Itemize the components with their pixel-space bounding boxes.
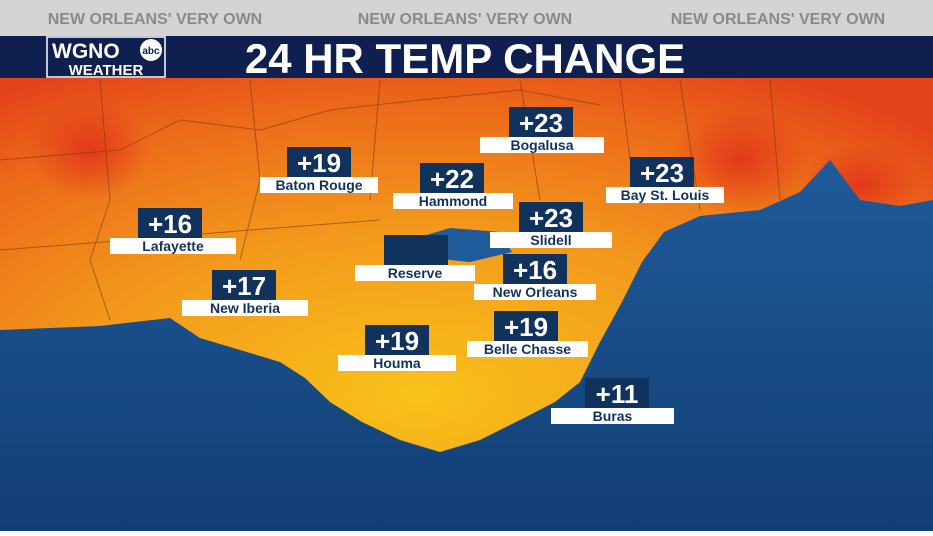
name-label <box>490 232 612 248</box>
tagline: NEW ORLEANS' VERY OWN <box>48 11 262 28</box>
temp-change: +23 <box>529 203 573 233</box>
temp-change: +16 <box>513 255 557 285</box>
value-box <box>585 378 649 408</box>
temp-change: +11 <box>596 379 639 409</box>
tagline: NEW ORLEANS' VERY OWN <box>671 11 885 28</box>
heat-spot <box>30 100 150 200</box>
station-name: Lafayette <box>142 238 204 254</box>
temp-change: +19 <box>375 326 419 356</box>
temp-change: +16 <box>148 209 192 239</box>
station-name: Bay St. Louis <box>621 187 710 203</box>
temp-change: +23 <box>519 108 563 138</box>
name-label <box>393 193 513 209</box>
name-label <box>606 187 724 203</box>
temp-change: +22 <box>430 164 474 194</box>
value-box <box>212 270 276 300</box>
value-box <box>630 157 694 187</box>
value-box <box>287 147 351 177</box>
name-label <box>338 355 456 371</box>
name-label <box>480 137 604 153</box>
station-name: Reserve <box>388 265 443 281</box>
temp-change: +19 <box>504 312 548 342</box>
logo-subtitle: WEATHER <box>69 62 144 79</box>
value-box <box>503 254 567 284</box>
logo-network-badge <box>140 39 162 61</box>
name-label <box>355 265 475 281</box>
value-box <box>384 235 448 265</box>
value-box <box>365 325 429 355</box>
logo-network: abc <box>142 46 160 57</box>
station-name: Houma <box>373 355 421 371</box>
station-name: Belle Chasse <box>484 341 571 357</box>
value-box <box>519 202 583 232</box>
gulf <box>0 160 933 531</box>
tagline: NEW ORLEANS' VERY OWN <box>358 11 572 28</box>
value-box <box>509 107 573 137</box>
name-label <box>182 300 308 316</box>
station-name: New Orleans <box>493 284 578 300</box>
temp-change: +17 <box>222 271 266 301</box>
name-label <box>260 177 378 193</box>
temp-change: +19 <box>297 148 341 178</box>
tagline-bar <box>0 0 933 36</box>
value-box <box>138 208 202 238</box>
title: 24 HR TEMP CHANGE <box>245 35 685 82</box>
name-label <box>467 341 588 357</box>
station-name: New Iberia <box>210 300 280 316</box>
value-box <box>494 311 558 341</box>
station-name: Bogalusa <box>510 137 573 153</box>
station-name: Slidell <box>530 232 571 248</box>
value-box <box>420 163 484 193</box>
temp-change: +23 <box>640 158 684 188</box>
station-name: Baton Rouge <box>275 177 362 193</box>
station-name: Hammond <box>419 193 487 209</box>
name-label <box>551 408 674 424</box>
name-label <box>110 238 236 254</box>
logo-call-sign: WGNO <box>52 40 120 63</box>
station-name: Buras <box>593 408 633 424</box>
name-label <box>474 284 596 300</box>
